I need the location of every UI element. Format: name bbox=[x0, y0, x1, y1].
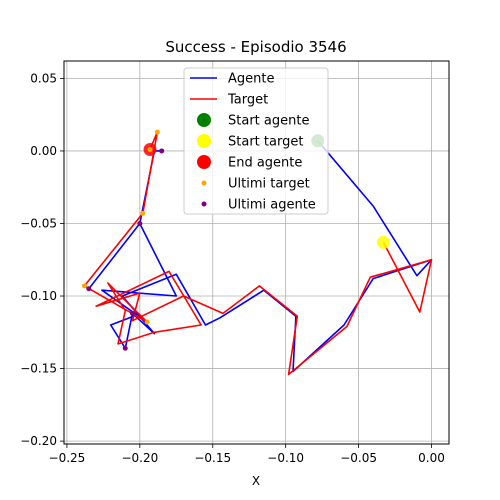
legend-label-start-target: Start target bbox=[228, 135, 303, 150]
ultimi-target-point bbox=[154, 129, 160, 135]
y-tick-label: 0.05 bbox=[30, 71, 57, 85]
ultimi-agente-point bbox=[137, 220, 143, 226]
ultimi-target-point bbox=[140, 210, 146, 216]
ultimi-target-point bbox=[144, 319, 150, 325]
legend-label-end-agente: End agente bbox=[228, 156, 302, 171]
legend-swatch-start-agente bbox=[197, 113, 211, 127]
ticks-layer: −0.25 −0.20 −0.15 −0.10 −0.05 0.00 −0.20 −0.15 −… bbox=[20, 71, 445, 465]
legend-label-target: Target bbox=[227, 93, 268, 108]
y-tick-label: −0.10 bbox=[20, 289, 57, 303]
legend-label-start-agente: Start agente bbox=[228, 114, 309, 129]
ultimi-agente-point bbox=[122, 345, 128, 351]
y-tick-label: −0.05 bbox=[20, 216, 57, 230]
y-tick-label: −0.15 bbox=[20, 362, 57, 376]
target-line bbox=[83, 131, 433, 376]
ultimi-target-point bbox=[81, 283, 87, 289]
ultimi-agente-point bbox=[159, 148, 165, 154]
legend-swatch-start-target bbox=[197, 134, 211, 148]
chart-title: Success - Episodio 3546 bbox=[165, 38, 346, 56]
y-tick-label: −0.20 bbox=[20, 434, 57, 448]
legend-swatch-ultimi-agente bbox=[201, 201, 207, 207]
x-tick-label: −0.10 bbox=[267, 451, 304, 465]
legend-box bbox=[183, 67, 329, 215]
ultimi-agente-point bbox=[130, 310, 136, 316]
start-target-marker bbox=[376, 235, 390, 249]
legend-swatch-ultimi-target bbox=[201, 180, 207, 186]
ultimi-agente-point bbox=[86, 286, 92, 292]
x-tick-label: −0.25 bbox=[49, 451, 86, 465]
legend-label-agente: Agente bbox=[228, 72, 274, 87]
x-tick-label: −0.15 bbox=[194, 451, 231, 465]
y-tick-label: 0.00 bbox=[30, 144, 57, 158]
ultimi-target-point bbox=[147, 146, 153, 152]
x-tick-label: 0.00 bbox=[418, 451, 445, 465]
legend-swatch-end-agente bbox=[197, 155, 211, 169]
legend-label-ultimi-agente: Ultimi agente bbox=[228, 198, 316, 213]
x-tick-label: −0.05 bbox=[340, 451, 377, 465]
x-tick-label: −0.20 bbox=[121, 451, 158, 465]
legend-label-ultimi-target: Ultimi target bbox=[228, 177, 310, 192]
legend: Agente Target Start agente Start target End … bbox=[183, 67, 329, 215]
x-axis-label: X bbox=[252, 474, 260, 488]
plot-frame bbox=[63, 60, 450, 445]
